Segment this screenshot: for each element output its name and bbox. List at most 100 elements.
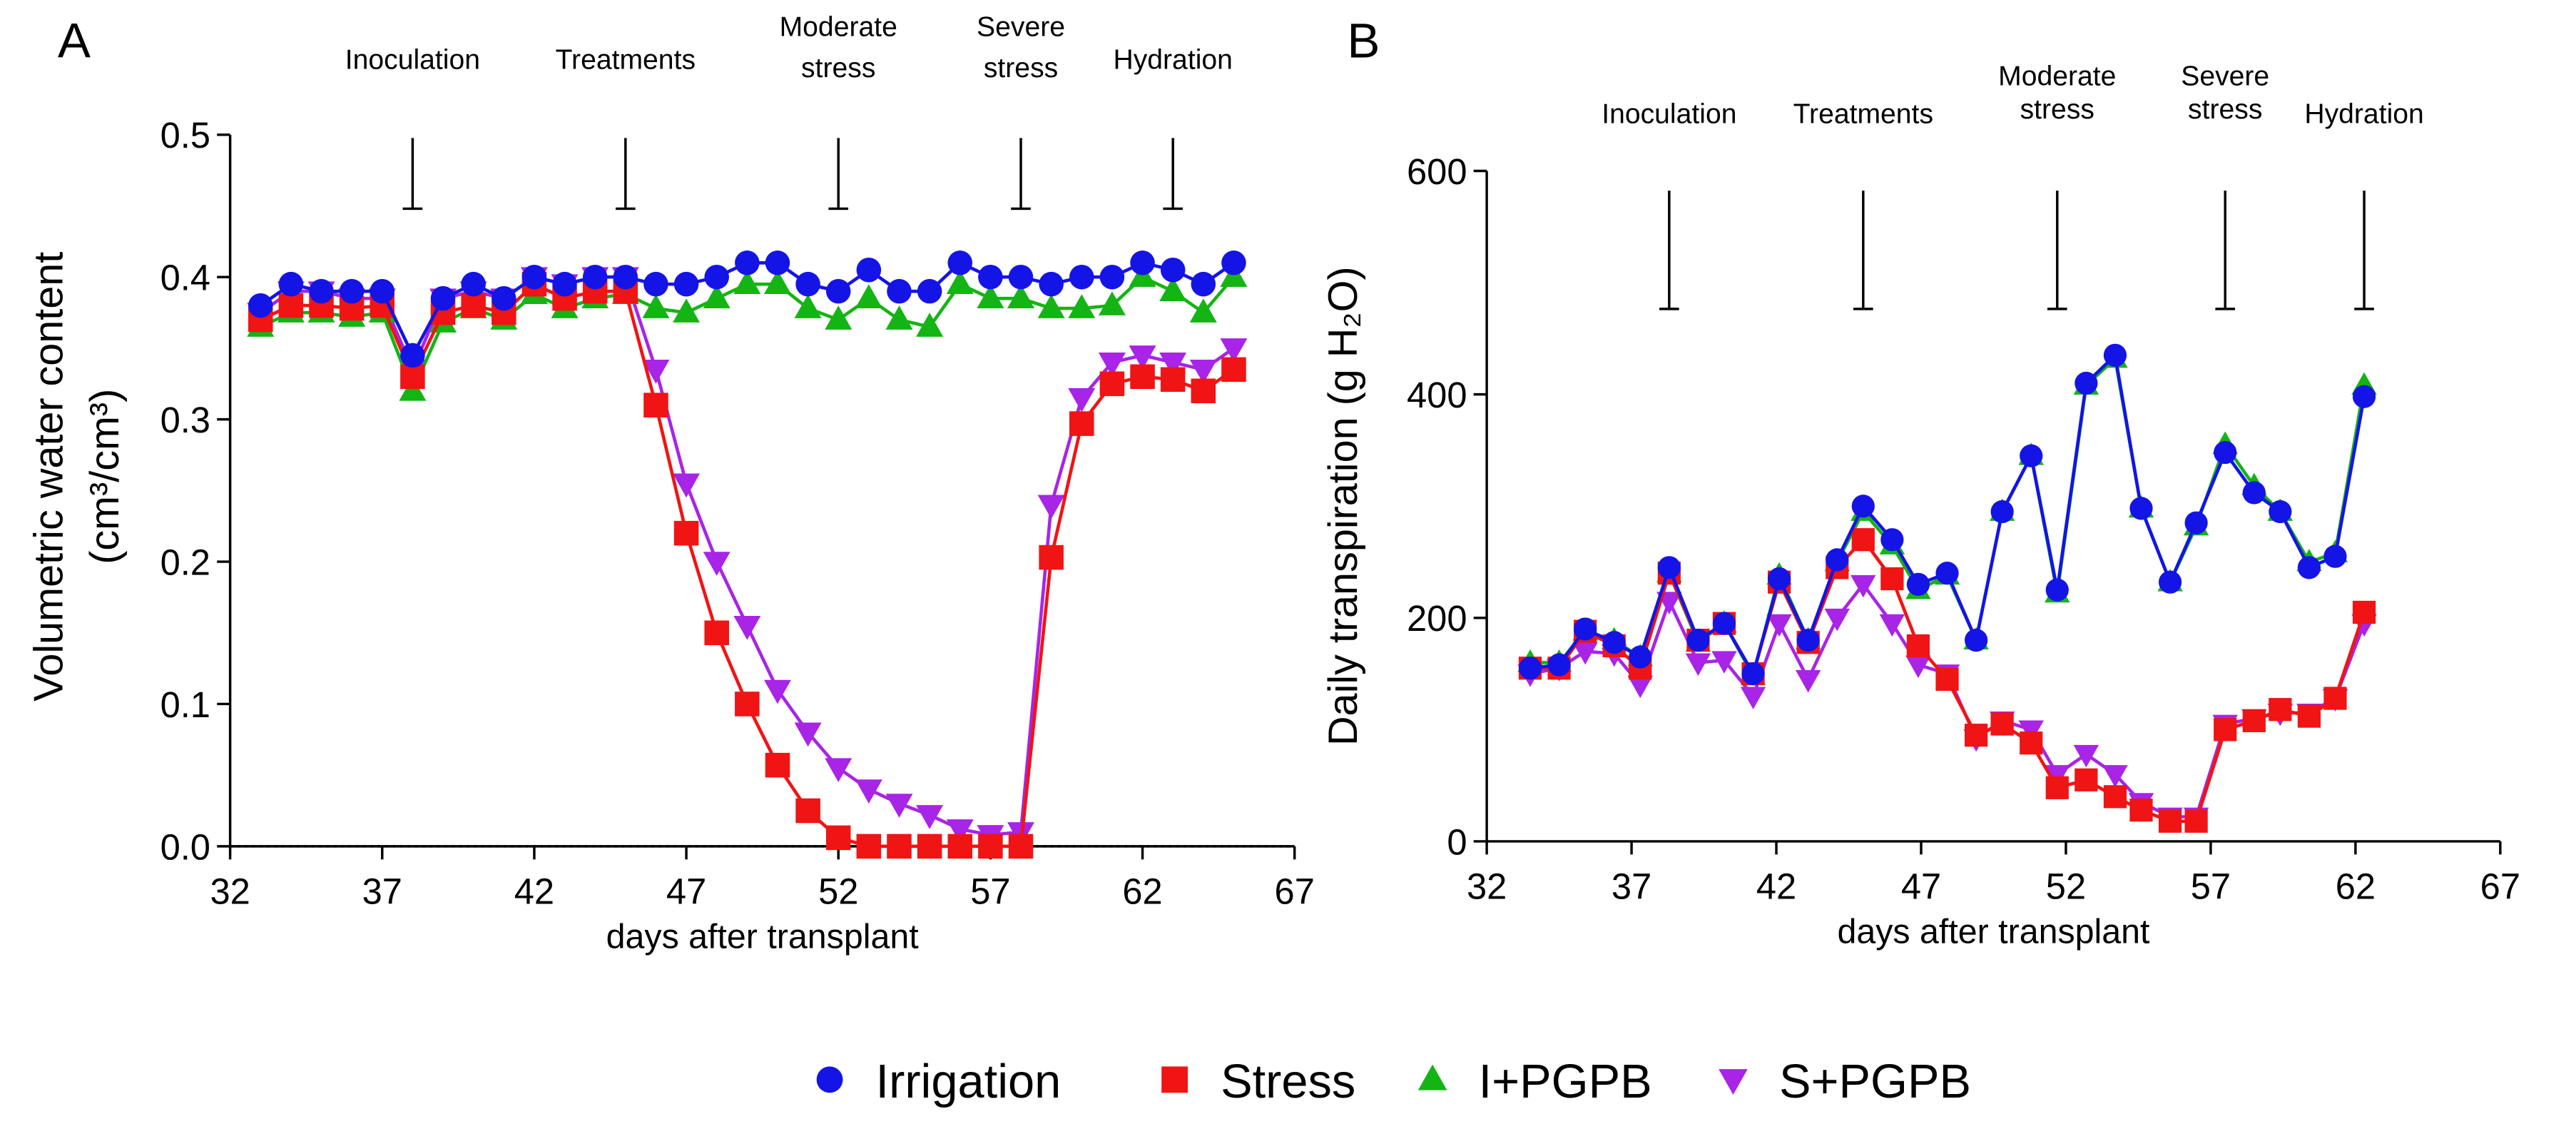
annotation: Treatments xyxy=(1793,99,1933,130)
annotation: Treatments xyxy=(556,45,696,76)
marker xyxy=(1906,572,1930,596)
marker xyxy=(947,834,973,859)
marker xyxy=(1221,357,1246,383)
legend-label: Irrigation xyxy=(876,1055,1062,1108)
annotation: Severe xyxy=(2181,61,2269,92)
marker xyxy=(613,264,638,290)
x-tick-label: 62 xyxy=(2336,866,2376,907)
marker xyxy=(1602,631,1626,654)
marker xyxy=(461,271,486,297)
marker xyxy=(552,271,577,297)
marker xyxy=(825,758,852,783)
marker xyxy=(1068,388,1096,412)
marker xyxy=(1965,628,1988,652)
marker xyxy=(2323,687,2347,710)
marker xyxy=(1068,294,1096,318)
marker xyxy=(1990,500,2014,524)
marker xyxy=(2242,709,2266,732)
marker xyxy=(794,294,822,318)
marker xyxy=(673,271,699,297)
x-tick-label: 47 xyxy=(666,871,706,911)
marker xyxy=(735,692,760,717)
marker xyxy=(673,298,701,323)
marker xyxy=(2102,765,2128,788)
marker xyxy=(946,270,974,295)
marker xyxy=(1221,250,1246,275)
annotation: Inoculation xyxy=(345,45,480,76)
x-tick-label: 57 xyxy=(970,871,1010,911)
marker xyxy=(1685,653,1711,676)
marker xyxy=(885,305,913,330)
marker xyxy=(855,779,882,804)
marker xyxy=(2129,497,2153,520)
y-axis-label: Volumetric water content xyxy=(26,252,72,702)
y-tick-label: 200 xyxy=(1407,598,1467,639)
marker xyxy=(1547,653,1571,677)
annotation: stress xyxy=(984,53,1058,83)
marker xyxy=(1990,712,2014,736)
marker xyxy=(1905,655,1931,679)
marker xyxy=(2074,768,2098,791)
marker xyxy=(1159,353,1187,377)
marker xyxy=(1712,612,1736,635)
marker xyxy=(825,278,851,304)
marker xyxy=(765,752,790,778)
marker xyxy=(763,270,791,295)
marker xyxy=(309,278,334,304)
marker xyxy=(2352,385,2376,408)
marker xyxy=(733,270,761,295)
marker xyxy=(1099,371,1125,397)
marker xyxy=(856,834,882,859)
marker xyxy=(1008,834,1034,859)
y-tick-label: 600 xyxy=(1407,151,1467,192)
marker xyxy=(816,1066,843,1093)
marker xyxy=(1796,628,1820,652)
marker xyxy=(642,294,670,318)
marker xyxy=(856,257,882,283)
marker xyxy=(1574,617,1597,641)
x-tick-label: 52 xyxy=(818,871,858,911)
annotation: Severe xyxy=(977,12,1065,43)
marker xyxy=(1767,567,1791,591)
marker xyxy=(1160,367,1186,393)
y-axis-label: Daily transpiration (g H₂O) xyxy=(1320,266,1366,746)
marker xyxy=(2158,809,2182,833)
marker xyxy=(370,278,395,304)
marker xyxy=(2045,578,2069,602)
marker xyxy=(855,284,882,308)
marker xyxy=(400,343,425,368)
marker xyxy=(2158,570,2182,594)
marker xyxy=(2103,343,2127,367)
y-tick-label: 0.5 xyxy=(161,115,210,156)
annotation: Hydration xyxy=(2304,99,2423,130)
marker xyxy=(2184,809,2208,833)
marker xyxy=(521,264,547,290)
marker xyxy=(1130,250,1155,275)
marker xyxy=(2214,718,2237,741)
y-tick-label: 0.2 xyxy=(161,542,210,582)
marker xyxy=(1099,264,1125,290)
marker xyxy=(1220,338,1248,363)
marker xyxy=(916,805,944,829)
marker xyxy=(2297,704,2321,728)
marker xyxy=(1824,608,1850,632)
marker xyxy=(2045,776,2069,799)
marker xyxy=(1159,277,1187,301)
marker xyxy=(1935,562,1959,585)
y-tick-label: 0.0 xyxy=(161,826,210,867)
marker xyxy=(2269,500,2292,524)
x-tick-label: 62 xyxy=(1122,871,1162,911)
marker xyxy=(825,825,851,851)
annotation: stress xyxy=(2020,94,2094,125)
marker xyxy=(703,552,730,576)
marker xyxy=(492,285,516,311)
marker xyxy=(1008,264,1034,290)
annotation: Hydration xyxy=(1113,45,1232,76)
marker xyxy=(430,285,456,311)
x-tick-label: 47 xyxy=(1901,866,1941,907)
marker xyxy=(795,798,820,824)
marker xyxy=(1795,670,1821,693)
marker xyxy=(1098,353,1126,377)
annotation: stress xyxy=(801,53,875,83)
marker xyxy=(339,278,365,304)
